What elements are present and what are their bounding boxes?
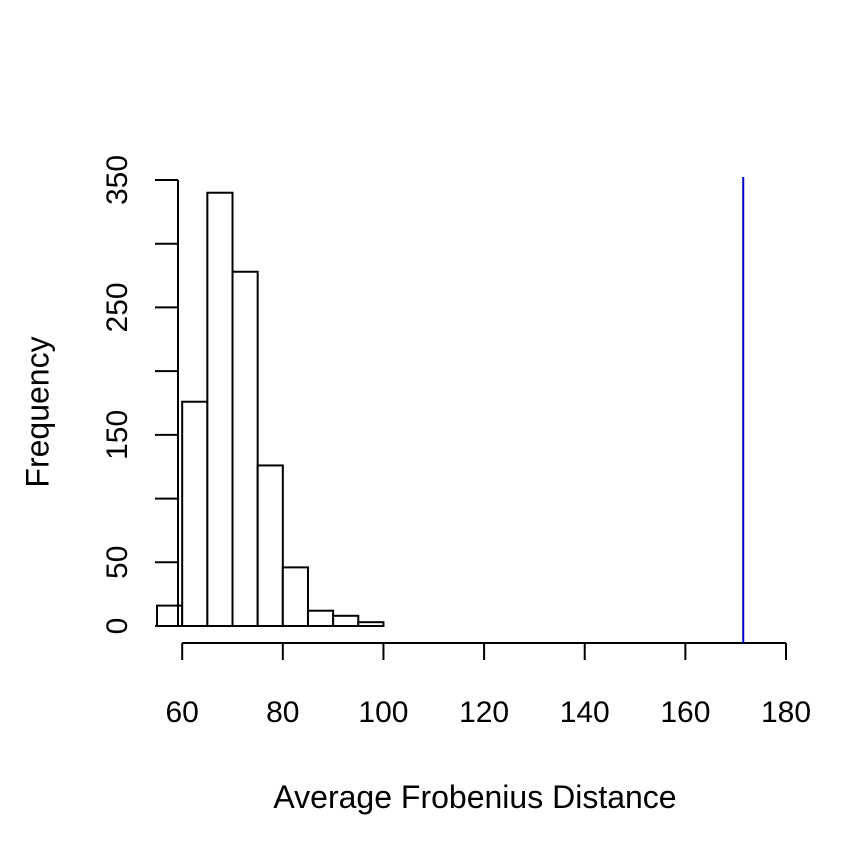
x-axis-title: Average Frobenius Distance	[273, 779, 676, 815]
y-axis: 0 50 150 250 350	[101, 155, 179, 635]
y-tick-label: 50	[101, 546, 134, 579]
y-tick-label: 150	[101, 410, 134, 460]
x-tick-label: 180	[761, 696, 811, 729]
x-tick-label: 120	[459, 696, 509, 729]
histogram-bar	[206, 191, 234, 627]
x-tick-label: 60	[166, 696, 199, 729]
histogram-bar	[231, 270, 259, 627]
y-tick-label: 0	[101, 618, 134, 635]
x-tick-label: 140	[560, 696, 610, 729]
histogram-bar	[281, 566, 309, 628]
x-axis: 60 80 100 120 140 160 180	[166, 642, 811, 729]
y-tick-label: 350	[101, 155, 134, 205]
histogram-bar	[332, 614, 360, 628]
y-tick-label: 250	[101, 282, 134, 332]
histogram-bar	[181, 400, 209, 627]
x-tick-label: 100	[358, 696, 408, 729]
y-axis-title: Frequency	[19, 336, 55, 487]
histogram-bar	[256, 464, 284, 627]
x-tick-label: 160	[660, 696, 710, 729]
histogram-bar	[306, 609, 335, 627]
histogram-bar	[357, 621, 385, 627]
histogram-bars	[156, 191, 385, 628]
x-tick-label: 80	[266, 696, 299, 729]
